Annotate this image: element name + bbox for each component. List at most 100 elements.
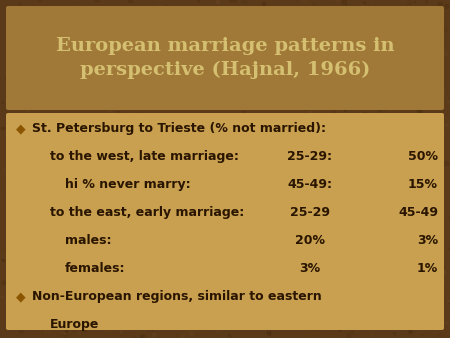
Bar	[228, 279, 232, 283]
Bar	[13, 131, 15, 134]
Bar	[178, 101, 180, 103]
Bar	[94, 321, 98, 325]
Bar	[277, 54, 279, 57]
Bar	[299, 250, 300, 252]
Bar	[442, 204, 443, 206]
Bar	[401, 179, 404, 183]
Bar	[394, 195, 396, 198]
Bar	[436, 153, 438, 155]
Bar	[407, 0, 410, 4]
Bar	[352, 247, 354, 248]
Bar	[178, 268, 180, 271]
Bar	[228, 118, 232, 122]
Bar	[246, 18, 248, 20]
Bar	[345, 7, 348, 10]
Bar	[68, 220, 70, 222]
Bar	[232, 214, 234, 217]
Bar	[400, 243, 404, 247]
Bar	[329, 72, 333, 75]
Bar	[145, 50, 147, 51]
Bar	[120, 62, 122, 64]
Bar	[201, 273, 203, 275]
Bar	[23, 152, 27, 155]
Bar	[392, 78, 395, 81]
Bar	[158, 137, 160, 139]
Bar	[61, 35, 62, 36]
Bar	[262, 178, 265, 180]
Bar	[198, 48, 201, 52]
Bar	[337, 52, 340, 55]
Bar	[301, 262, 304, 265]
Bar	[390, 239, 392, 241]
Bar	[165, 253, 168, 256]
Bar	[427, 163, 428, 165]
Bar	[111, 52, 113, 54]
Bar	[9, 174, 12, 177]
Bar	[443, 266, 445, 267]
Bar	[44, 187, 48, 191]
Bar	[65, 95, 67, 98]
Bar	[301, 151, 305, 154]
Bar	[390, 159, 393, 162]
Bar	[373, 227, 377, 231]
Bar	[19, 84, 23, 88]
Bar	[76, 229, 79, 231]
Bar	[88, 229, 90, 232]
Bar	[99, 94, 103, 98]
Bar	[321, 173, 324, 176]
Bar	[147, 235, 149, 237]
Bar	[127, 307, 130, 311]
Bar	[17, 125, 21, 128]
Bar	[342, 8, 344, 11]
Bar	[369, 188, 371, 189]
Bar	[144, 139, 146, 141]
Bar	[266, 244, 269, 247]
Bar	[265, 209, 267, 211]
Bar	[128, 240, 130, 242]
Bar	[428, 99, 430, 100]
Bar	[148, 186, 152, 189]
Bar	[277, 272, 279, 274]
Bar	[253, 18, 254, 19]
Bar	[284, 135, 287, 138]
Bar	[172, 74, 174, 76]
Bar	[40, 269, 43, 272]
Bar	[445, 256, 449, 260]
Bar	[374, 200, 376, 201]
Bar	[114, 124, 116, 125]
Bar	[441, 279, 444, 282]
Bar	[362, 319, 365, 322]
Bar	[138, 310, 141, 313]
Bar	[203, 20, 206, 22]
Bar	[356, 267, 360, 270]
Bar	[414, 31, 416, 34]
Bar	[13, 58, 15, 60]
Bar	[231, 55, 234, 59]
Bar	[225, 201, 228, 204]
Bar	[234, 131, 235, 132]
Bar	[15, 175, 17, 177]
Bar	[371, 160, 374, 162]
Bar	[194, 34, 195, 35]
Bar	[148, 112, 151, 115]
Bar	[70, 183, 72, 185]
Bar	[420, 61, 424, 64]
Bar	[270, 236, 272, 239]
Bar	[128, 275, 131, 279]
Bar	[55, 147, 58, 149]
Bar	[201, 266, 202, 267]
Bar	[286, 71, 288, 72]
Bar	[180, 255, 181, 256]
Bar	[307, 128, 311, 132]
Bar	[173, 188, 176, 191]
Bar	[204, 181, 207, 184]
Bar	[114, 73, 116, 74]
Bar	[97, 323, 98, 324]
Bar	[257, 187, 260, 189]
Bar	[194, 92, 197, 95]
Bar	[220, 238, 223, 241]
Bar	[58, 84, 61, 87]
Bar	[323, 100, 327, 104]
Bar	[81, 63, 83, 64]
Bar	[234, 84, 237, 87]
